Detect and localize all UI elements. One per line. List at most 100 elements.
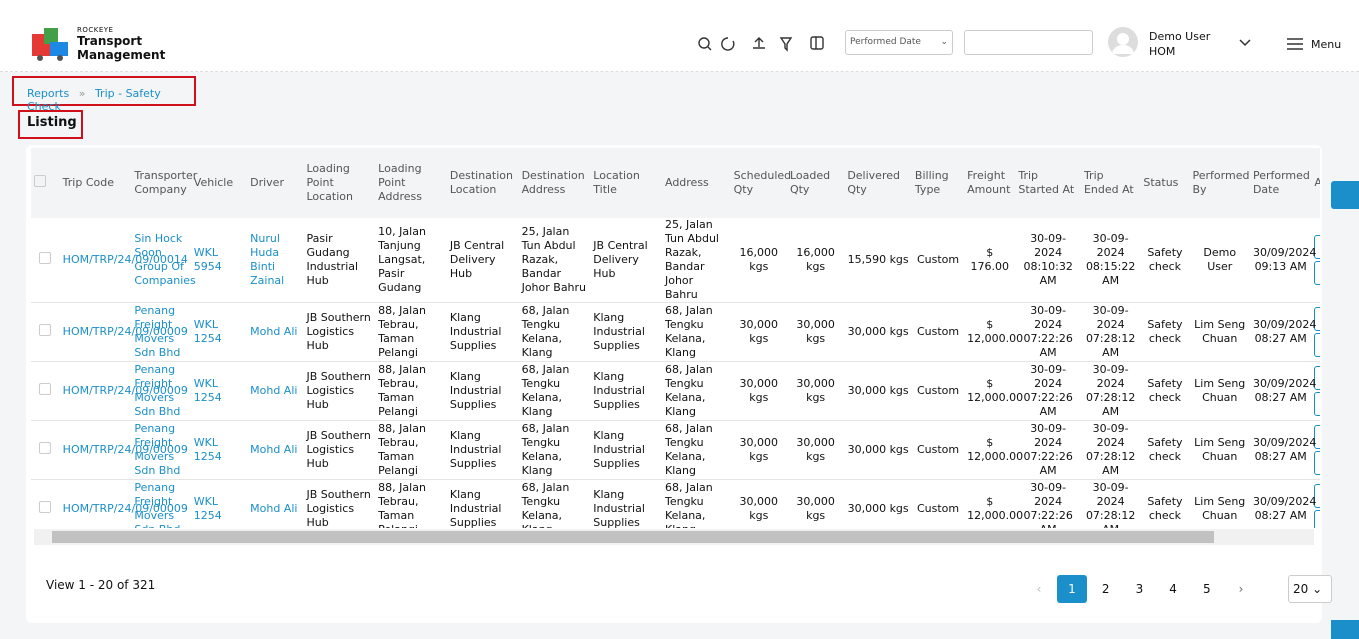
cell[interactable]: HOM/TRP/24/09/00014 [59,218,188,303]
column-header: Action [1311,148,1320,218]
cell: Klang Industrial Supplies [446,361,519,421]
header-row: Trip Code Transporter Company Vehicle Drive… [31,148,1320,218]
date-filter[interactable]: Performed Date ⌄ [845,30,953,55]
cell[interactable]: Penang Freight Movers Sdn Bhd [131,302,191,362]
h-scrollbar[interactable] [34,529,1314,545]
cell: Lim Seng Chuan [1189,479,1250,528]
cell[interactable]: WKL 5954 [190,218,248,303]
cell: 30-09-2024 07:22:26 AM [1015,302,1081,362]
cell: 30-09-2024 07:22:26 AM [1015,479,1081,528]
cell: $ 12,000.00 [964,302,1023,362]
action-button[interactable]: Ac [1314,307,1320,331]
page-size[interactable]: 20 ⌄ [1288,575,1332,603]
page-next[interactable]: › [1238,582,1244,596]
row-check [31,479,60,528]
action-button[interactable]: Ac [1314,425,1320,449]
page-number[interactable]: 3 [1135,582,1144,596]
action-cell: Ac ⌄ [1311,479,1320,528]
side-add-button[interactable] [1331,620,1359,639]
action-dropdown[interactable]: ⌄ [1314,451,1320,475]
action-button[interactable]: Ac [1314,235,1320,259]
checkbox[interactable] [39,252,52,264]
side-filter-button[interactable] [1331,181,1359,209]
action-dropdown[interactable]: ⌄ [1314,510,1320,528]
cell: Klang Industrial Supplies [590,479,662,528]
user-caret[interactable] [1238,38,1252,48]
avatar[interactable] [1108,27,1138,57]
checkbox[interactable] [39,324,52,336]
page-number[interactable]: 4 [1169,582,1177,596]
action-dropdown[interactable]: ⌄ [1314,333,1320,357]
cell: 30-09-2024 07:22:26 AM [1015,361,1081,421]
search-input[interactable] [964,30,1093,55]
table-row: HOM/TRP/24/09/00014 Sin Hock Soon Group O… [31,218,1320,303]
cell[interactable]: Penang Freight Movers Sdn Bhd [131,420,191,480]
cell: 16,000 kgs [730,218,787,303]
cell: $ 12,000.00 [964,361,1023,421]
action-dropdown[interactable]: ⌄ [1314,392,1320,416]
menu-icon[interactable] [1286,37,1304,51]
page-number[interactable]: 2 [1101,582,1110,596]
cell: $ 12,000.00 [964,479,1023,528]
action-button[interactable]: Ac [1314,484,1320,508]
cell[interactable]: Mohd Ali [247,420,304,480]
data-table: Trip Code Transporter Company Vehicle Drive… [31,148,1320,528]
brand: ROCKEYE Transport Management [77,26,165,62]
cell: 30,000 kgs [786,420,845,480]
user[interactable]: Demo User HOM [1149,29,1210,59]
cell: Safety check [1140,218,1190,303]
cell[interactable]: WKL 1254 [190,361,248,421]
checkbox[interactable] [39,383,52,395]
top-bar: ROCKEYE Transport Management Performed D… [0,0,1359,72]
toolbar-icons[interactable] [695,34,830,54]
breadcrumb-link[interactable]: Reports [27,87,70,100]
user-name: Demo User [1149,30,1211,43]
column-header: Billing Type [911,148,965,218]
column-header: Scheduled Qty [730,148,791,218]
cell[interactable]: WKL 1254 [190,302,248,362]
brand-line: Management [77,48,166,62]
action-cell: Ac⌄ [1311,420,1320,480]
cell[interactable]: WKL 1254 [190,420,248,480]
action-cell: Ac⌄ [1311,302,1320,362]
menu-label[interactable]: Menu [1311,38,1342,51]
page-number[interactable]: 5 [1202,582,1211,596]
cell[interactable]: HOM/TRP/24/09/00009 [59,302,188,362]
table-row: HOM/TRP/24/09/00009 Penang Freight Movers… [31,302,1320,362]
column-header: Location Title [590,148,662,218]
cell[interactable]: Mohd Ali [247,361,304,421]
checkbox[interactable] [39,501,52,513]
action-button[interactable]: Ac [1314,366,1320,390]
cell[interactable]: Penang Freight Movers Sdn Bhd [131,479,191,528]
page-prev[interactable]: ‹ [1036,582,1042,596]
cell[interactable]: Nurul Huda Binti Zainal [247,218,304,303]
column-header: Trip Ended At [1080,148,1141,218]
date-filter-label: Performed Date [850,37,921,47]
scroll-thumb[interactable] [52,531,1214,543]
cell: Klang Industrial Supplies [446,302,519,362]
cell: 15,590 kgs [844,218,912,303]
listing-title: Listing [18,110,83,139]
cell: 68, Jalan Tengku Kelana, Klang [661,420,731,480]
row-check [31,420,60,480]
cell[interactable]: Sin Hock Soon Group Of Companies [131,218,196,303]
checkbox[interactable] [39,442,52,454]
cell: Klang Industrial Supplies [446,479,519,528]
cell: 30-09-2024 07:28:12 AM [1080,361,1141,421]
cell: 68, Jalan Tengku Kelana, Klang [518,361,591,421]
cell[interactable]: Penang Freight Movers Sdn Bhd [131,361,191,421]
cell: JB Central Delivery Hub [590,218,662,303]
cell: 30/09/2024 08:27 AM [1249,420,1316,480]
action-dropdown[interactable]: ⌄ [1314,261,1320,285]
cell[interactable]: WKL 1254 [190,479,248,528]
cell[interactable]: HOM/TRP/24/09/00009 [59,361,188,421]
page-number[interactable]: 1 [1057,575,1087,603]
cell: 68, Jalan Tengku Kelana, Klang [661,479,731,528]
cell[interactable]: HOM/TRP/24/09/00009 [59,479,188,528]
cell[interactable]: HOM/TRP/24/09/00009 [59,420,188,480]
cell: 30-09-2024 08:10:32 AM [1015,218,1081,303]
checkbox[interactable] [34,175,46,187]
cell[interactable]: Mohd Ali [247,479,304,528]
cell: 68, Jalan Tengku Kelana, Klang [661,302,731,362]
cell[interactable]: Mohd Ali [247,302,304,362]
